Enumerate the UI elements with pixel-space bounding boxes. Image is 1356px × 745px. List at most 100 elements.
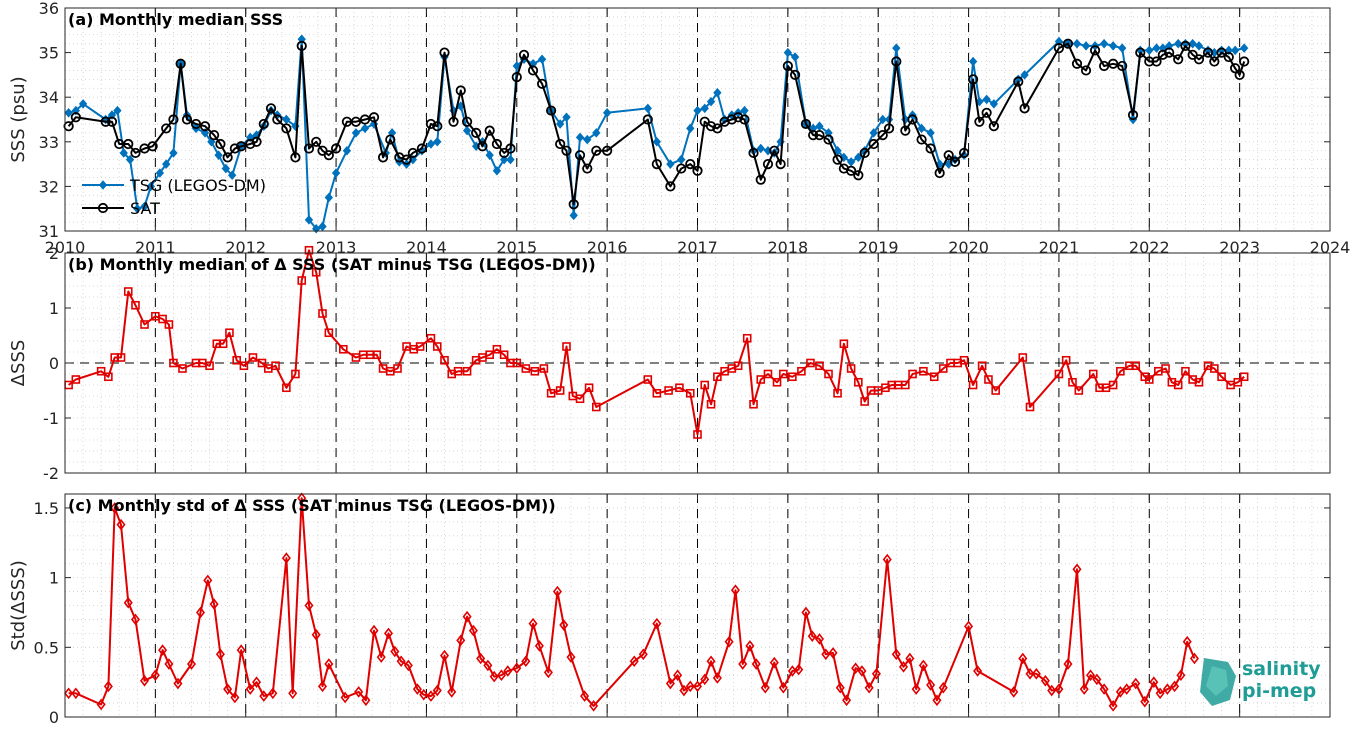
data-point [1018, 652, 1028, 665]
data-point [537, 54, 547, 65]
data-point [769, 145, 780, 156]
data-point [918, 659, 928, 672]
data-point [297, 276, 307, 285]
data-point [1131, 361, 1141, 371]
data-point [203, 574, 213, 587]
data-point [393, 364, 402, 373]
data-point [1162, 683, 1172, 695]
data-point [984, 375, 993, 384]
data-point [140, 201, 149, 212]
x-tick-label: 2020 [948, 238, 989, 257]
data-point [304, 245, 314, 255]
data-point [882, 553, 892, 566]
data-point [1193, 54, 1205, 65]
data-point [1081, 41, 1091, 51]
data-point [706, 399, 716, 409]
data-point [453, 366, 463, 376]
data-point [1061, 355, 1071, 365]
data-point [1080, 65, 1092, 76]
x-tick-label: 2011 [135, 238, 176, 257]
data-point [982, 94, 991, 105]
data-point [232, 355, 241, 365]
data-point [258, 118, 269, 130]
data-point [808, 130, 819, 141]
data-point [713, 372, 722, 382]
data-point [456, 634, 466, 647]
data-point [461, 116, 473, 127]
data-point [248, 353, 258, 362]
data-point [161, 123, 172, 134]
data-point [1131, 677, 1141, 690]
data-point [412, 683, 422, 695]
data-point [130, 613, 140, 626]
y-tick-label: 1 [49, 299, 59, 318]
data-point [546, 388, 556, 398]
data-point [686, 123, 695, 134]
data-point [403, 659, 413, 672]
data-point [916, 134, 927, 145]
data-point [555, 386, 565, 395]
data-point [756, 143, 765, 154]
data-point [338, 344, 348, 354]
data-point [268, 687, 278, 700]
data-point [505, 143, 516, 154]
data-point [1223, 51, 1234, 63]
data-point [1174, 38, 1183, 49]
legend-marker [98, 180, 108, 190]
data-point [528, 617, 538, 630]
data-point [1108, 41, 1118, 51]
data-point [372, 350, 382, 360]
data-point [318, 680, 328, 693]
data-point [868, 138, 879, 150]
data-point [584, 383, 594, 393]
y-tick-label: 33 [39, 133, 59, 152]
data-point [324, 328, 334, 338]
data-point [685, 159, 696, 170]
data-point [512, 662, 522, 675]
data-point [629, 655, 639, 668]
data-point [685, 680, 695, 693]
data-point [222, 152, 233, 163]
data-point [512, 61, 521, 71]
data-point [116, 518, 126, 531]
data-point [340, 691, 350, 704]
data-point [1086, 669, 1096, 681]
data-point [733, 361, 743, 371]
data-point [964, 620, 974, 633]
data-point [503, 665, 513, 677]
data-point [539, 364, 549, 373]
data-point [891, 648, 901, 661]
data-point [1019, 103, 1030, 114]
data-point [96, 698, 106, 711]
data-point [361, 694, 371, 707]
data-point [100, 116, 111, 127]
data-point [692, 680, 703, 693]
data-point [679, 684, 689, 697]
x-tick-label: 2019 [858, 238, 899, 257]
data-point [324, 192, 334, 203]
data-point [173, 677, 183, 690]
data-point [484, 125, 495, 136]
data-point [131, 300, 140, 310]
data-point [934, 167, 945, 179]
data-point [527, 65, 539, 76]
data-point [223, 683, 233, 695]
data-point [518, 49, 530, 60]
data-point [775, 159, 786, 170]
data-point [1071, 58, 1083, 69]
data-point [794, 663, 804, 676]
data-point [439, 649, 450, 662]
data-point [1140, 695, 1150, 708]
logo-line-salinity: salinity [1242, 658, 1321, 680]
data-point [419, 688, 429, 701]
data-point [158, 314, 167, 324]
series-line [68, 497, 1196, 707]
data-point [685, 388, 695, 398]
logo-mark-icon [1200, 658, 1236, 706]
data-point [259, 690, 269, 702]
data-point [104, 372, 113, 382]
data-point [938, 681, 948, 694]
data-point [782, 60, 793, 72]
data-point [938, 364, 948, 373]
data-point [959, 355, 969, 365]
